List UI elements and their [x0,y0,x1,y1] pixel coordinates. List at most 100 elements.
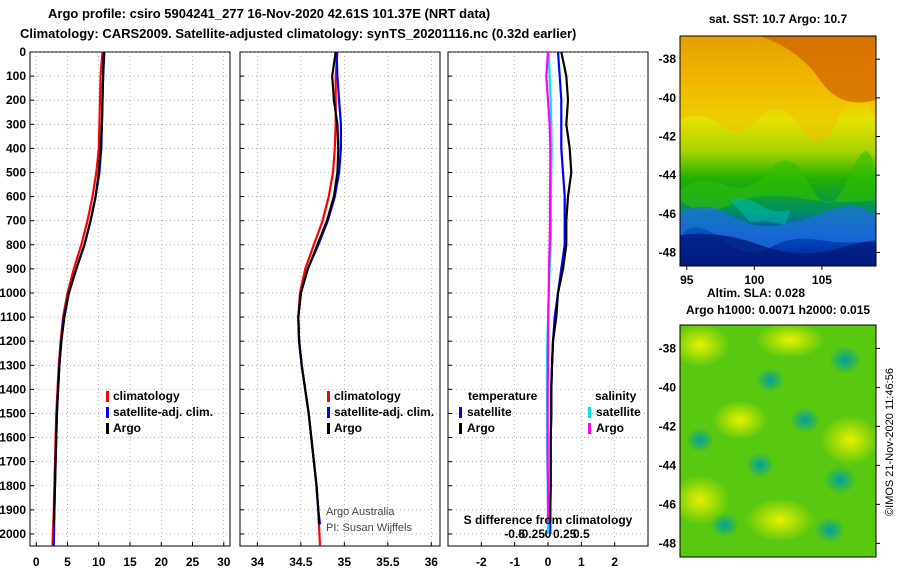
legend-label-temp-argo: Argo [467,421,495,435]
legend-swatch-climatology [106,391,109,402]
legend-title-temperature: temperature [468,389,538,403]
s-tick-label: 0.5 [573,527,590,541]
temperature-panel: 0100200300400500600700800900100011001200… [0,45,231,569]
lat-tick-label: -48 [659,245,677,259]
depth-tick-label: 200 [6,93,26,107]
lat-tick-label: -40 [659,91,677,105]
legend-swatch-salt-satellite [588,407,591,418]
depth-tick-label: 500 [6,165,26,179]
depth-tick-label: 1900 [0,503,26,517]
sst-lon-ticks: 95 100 105 [680,266,832,287]
x-tick-label: 36 [425,555,439,569]
x-tick-label: 34.5 [289,555,313,569]
depth-tick-label: 700 [6,214,26,228]
x-tick-label: 34 [251,555,265,569]
lat-tick-label: -42 [659,419,677,433]
temperature-legend: climatology satellite-adj. clim. Argo [106,389,213,435]
lat-tick-label: -38 [659,52,677,66]
lat-tick-label: -38 [659,341,677,355]
legend-label-climatology: climatology [334,389,401,403]
salinity-lines [297,51,342,547]
legend-swatch-argo [106,423,109,434]
depth-tick-label: 400 [6,141,26,155]
lon-tick-label: 100 [744,273,764,287]
legend-swatch-satellite [106,407,109,418]
legend-label-salt-argo: Argo [596,421,624,435]
x-tick-label: 5 [64,555,71,569]
x-tick-label: 0 [33,555,40,569]
depth-tick-label: 1100 [0,310,26,324]
legend-label-temp-satellite: satellite [467,405,512,419]
x-tick-label: 25 [186,555,200,569]
legend-label-satellite: satellite-adj. clim. [113,405,213,419]
x-tick-label: 15 [123,555,137,569]
depth-tick-label: 1300 [0,358,26,372]
legend-title-salinity: salinity [595,389,637,403]
lat-tick-label: -42 [659,130,677,144]
lat-tick-label: -44 [659,458,677,472]
sst-heatmap [680,36,876,266]
legend-label-climatology: climatology [113,389,180,403]
salinity-difference-tick-labels: -0.5-0.25 0 0.250.5 [504,527,590,541]
legend-swatch-temp-satellite [459,407,462,418]
sla-heatmap [680,325,876,557]
series-satellite-adj-clim- [52,51,106,547]
salinity-legend: climatology satellite-adj. clim. Argo [327,389,434,435]
x-tick-label: 35.5 [376,555,400,569]
depth-tick-label: 900 [6,262,26,276]
x-tick-label: 0 [545,555,552,569]
sla-lat-ticks: -38 -40 -42 -44 -46 -48 [659,341,880,550]
s-tick-label: -0.25 [518,527,546,541]
legend-swatch-argo [327,423,330,434]
salinity-panel: 34 34.5 35 35.5 36 climatology satellite-adj… [239,51,441,569]
depth-tick-label: 1500 [0,406,26,420]
temperature-lines [51,51,106,547]
series-temperature-argo [549,51,573,522]
lon-tick-label: 105 [812,273,832,287]
legend-label-argo: Argo [113,421,141,435]
credit-pi: PI: Susan Wijffels [326,522,412,534]
series-salinity-argo [545,51,552,522]
credit-argo-australia: Argo Australia [326,506,395,518]
depth-tick-label: 300 [6,117,26,131]
depth-tick-label: 800 [6,238,26,252]
series-satellite-adj-clim- [297,51,342,525]
footer-credit: ©IMOS 21-Nov-2020 11:46:56 [884,368,896,516]
legend-swatch-climatology [327,391,330,402]
x-tick-label: 10 [92,555,106,569]
legend-label-salt-satellite: satellite [596,405,641,419]
series-climatology [51,51,104,547]
depth-tick-label: 1800 [0,479,26,493]
depth-tick-label: 1000 [0,286,26,300]
x-tick-label: 30 [217,555,231,569]
page-subtitle: Climatology: CARS2009. Satellite-adjuste… [20,26,577,41]
lon-tick-label: 95 [680,273,694,287]
s-tick-label: -0.5 [504,527,525,541]
lat-tick-label: -40 [659,380,677,394]
sla-map-subtitle: Argo h1000: 0.0071 h2000: 0.015 [686,303,870,317]
x-tick-label: -2 [476,555,487,569]
temperature-difference-tick-labels: -2 -1 0 1 2 [476,555,618,569]
s-tick-label: 0.25 [553,527,577,541]
depth-tick-label: 1400 [0,382,26,396]
sst-lat-ticks: -38 -40 -42 -44 -46 -48 [659,52,880,259]
temperature-tick-labels: 0 5 10 15 20 25 30 [33,555,231,569]
series-argo [297,51,340,525]
depth-tick-labels: 0 100 200 300 400 500 600 700 800 900 1000 1100 1200… [0,45,26,541]
depth-tick-label: 1600 [0,431,26,445]
depth-tick-label: 100 [6,69,26,83]
depth-tick-label: 1200 [0,334,26,348]
page-title: Argo profile: csiro 5904241_277 16-Nov-2… [48,6,491,21]
depth-tick-label: 0 [19,45,26,59]
salinity-tick-labels: 34 34.5 35 35.5 36 [251,555,439,569]
lat-tick-label: -48 [659,536,677,550]
lat-tick-label: -46 [659,207,677,221]
difference-legend: temperature salinity satellite Argo sate… [459,389,641,435]
depth-tick-label: 1700 [0,455,26,469]
series-argo [52,51,105,525]
lat-tick-label: -46 [659,497,677,511]
sla-map-panel: Altim. SLA: 0.028 Argo h1000: 0.0071 h20… [659,286,896,558]
lat-tick-label: -44 [659,168,677,182]
temperature-grid [30,51,230,546]
